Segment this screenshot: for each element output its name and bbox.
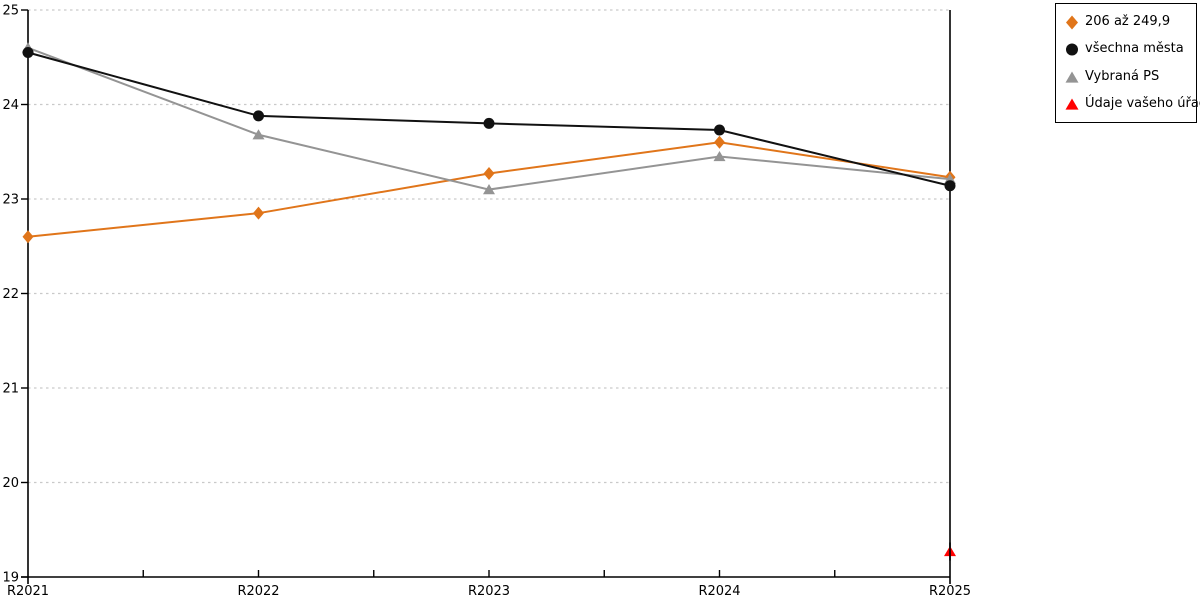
circle-marker-icon xyxy=(1064,41,1080,57)
data-point-marker xyxy=(714,124,725,136)
data-point-marker xyxy=(252,129,265,140)
y-tick-label: 19 xyxy=(2,571,19,586)
data-point-marker xyxy=(713,150,726,162)
x-tick-label: R2023 xyxy=(468,584,510,599)
data-point-marker xyxy=(944,180,956,192)
data-point-marker xyxy=(1065,98,1079,110)
legend-label: Vybraná PS xyxy=(1085,68,1160,84)
legend-label: 206 až 249,9 xyxy=(1085,13,1171,29)
data-point-marker xyxy=(1066,43,1078,56)
data-point-marker xyxy=(22,230,34,244)
legend-item-udaje-vaseho-uradu: Údaje vašeho úřadu xyxy=(1064,91,1200,117)
data-point-marker xyxy=(22,47,34,59)
y-tick-label: 25 xyxy=(2,4,19,19)
legend-item-206-az-249: 206 až 249,9 xyxy=(1064,9,1196,35)
data-point-marker xyxy=(483,184,495,195)
y-tick-label: 23 xyxy=(2,193,19,208)
data-point-marker xyxy=(483,117,495,129)
data-point-marker xyxy=(253,206,264,220)
y-tick-label: 20 xyxy=(2,476,19,491)
x-tick-label: R2024 xyxy=(698,584,740,599)
legend-label: Údaje vašeho úřadu xyxy=(1085,96,1200,112)
data-point-marker xyxy=(1066,15,1078,30)
x-tick-label: R2025 xyxy=(929,584,971,599)
y-tick-label: 21 xyxy=(2,382,19,397)
data-point-marker xyxy=(1065,71,1079,83)
y-tick-label: 24 xyxy=(2,98,19,113)
y-tick-label: 22 xyxy=(2,287,19,302)
data-point-marker xyxy=(714,135,725,149)
x-tick-label: R2021 xyxy=(7,584,49,599)
legend: 206 až 249,9 všechna města Vybraná PS Úd… xyxy=(1055,3,1200,123)
legend-item-vybrana-ps: Vybraná PS xyxy=(1064,64,1196,90)
series-v-echna-m-sta xyxy=(22,47,956,192)
diamond-marker-icon xyxy=(1064,14,1080,30)
legend-label: všechna města xyxy=(1085,41,1184,57)
x-tick-label: R2022 xyxy=(237,584,279,599)
red-triangle-marker-icon xyxy=(1064,96,1080,112)
data-point-marker xyxy=(483,166,495,180)
triangle-marker-icon xyxy=(1064,69,1080,85)
data-point-marker xyxy=(253,110,264,122)
legend-item-vsechna-mesta: všechna města xyxy=(1064,36,1196,62)
